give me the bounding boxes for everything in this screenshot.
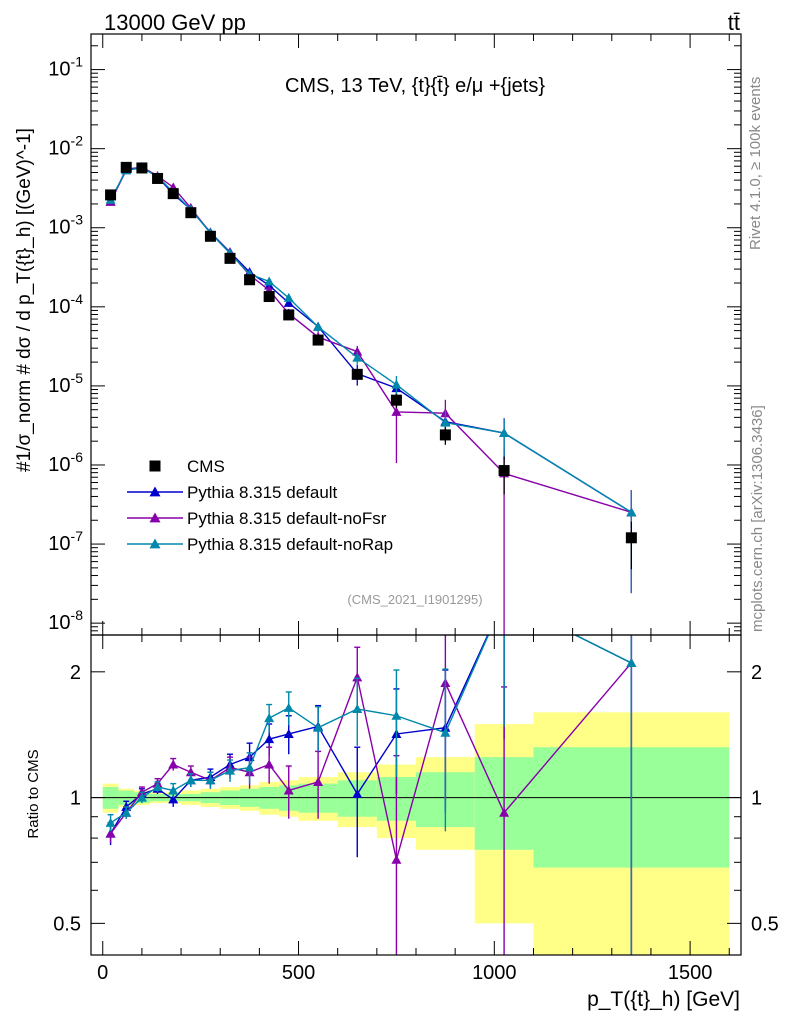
legend-label: CMS [187, 457, 225, 476]
ratio-point [283, 702, 294, 712]
legend-marker [149, 538, 161, 549]
main-point [283, 297, 294, 307]
legend-marker [149, 512, 161, 523]
ratio-point [168, 759, 179, 769]
ratio-point [626, 657, 637, 667]
ratio-tick-label-right: 0.5 [751, 913, 779, 935]
data-point [498, 465, 510, 477]
ratio-point [168, 794, 179, 804]
main-point [499, 428, 510, 438]
data-point [312, 334, 324, 346]
chart-title: CMS, 13 TeV, {t}{t̄} e/μ +{jets} [285, 75, 545, 97]
data-point [244, 274, 256, 286]
main-point [352, 346, 363, 356]
y-tick-label: 10-2 [48, 133, 83, 160]
ratio-tick-label: 2 [70, 662, 81, 684]
ratio-point [105, 828, 116, 838]
ratio-tick-label: 0.5 [53, 913, 81, 935]
axes: 10-8 10-7 10-6 10-5 10-4 10-3 10-2 10-1 0.5 0.5 1 1… [48, 33, 779, 984]
ratio-point [499, 807, 510, 817]
main-point [391, 406, 402, 416]
data-point [167, 188, 179, 200]
x-axis-label: p_T({t}_h) [GeV] [587, 988, 740, 1011]
legend-label: Pythia 8.315 default-noRap [187, 535, 393, 554]
ratio-tick-label-right: 1 [751, 788, 762, 810]
data-point [136, 162, 148, 174]
y-tick-label: 10-5 [48, 370, 83, 397]
mcplots-reference: mcplots.cern.ch [arXiv:1306.3436] [749, 405, 766, 632]
ratio-tick-label: 1 [70, 788, 81, 810]
data-point [625, 532, 637, 544]
header-right: tt̄ [728, 10, 740, 35]
data-point [283, 309, 295, 321]
data-point [120, 161, 132, 173]
main-point [391, 379, 402, 389]
rivet-version: Rivet 4.1.0, ≥ 100k events [747, 77, 764, 250]
data-point [263, 291, 275, 303]
ratio-point [264, 734, 275, 744]
x-tick-label: 0 [97, 962, 108, 984]
ratio-axis-label: Ratio to CMS [25, 749, 42, 838]
ratio-point [264, 713, 275, 723]
y-tick-label: 10-7 [48, 528, 83, 555]
ratio-point [244, 762, 255, 772]
ratio-point [205, 775, 216, 785]
data-point [185, 207, 197, 219]
legend-label: Pythia 8.315 default-noFsr [187, 509, 387, 528]
main-point [440, 417, 451, 427]
ratio-point [121, 807, 132, 817]
ratio-point [391, 710, 402, 720]
legend-marker [149, 486, 161, 497]
legend-label: Pythia 8.315 default [187, 483, 338, 502]
legend-marker-data [149, 460, 161, 472]
ratio-panel-bands [91, 712, 741, 955]
data-point [390, 394, 402, 406]
main-point [264, 276, 275, 286]
main-point [352, 352, 363, 362]
ratio-point [352, 789, 363, 799]
ratio-point [185, 775, 196, 785]
data-point [351, 368, 363, 380]
ratio-point [152, 782, 163, 792]
y-tick-label: 10-1 [48, 54, 83, 81]
ratio-point [136, 792, 147, 802]
analysis-tag: (CMS_2021_I1901295) [347, 592, 482, 607]
header-left: 13000 GeV pp [104, 10, 246, 35]
ratio-point [391, 854, 402, 864]
main-point [626, 507, 637, 517]
ratio-point [440, 727, 451, 737]
y-tick-label: 10-4 [48, 291, 83, 318]
ratio-panel-series [105, 635, 637, 955]
data-point [439, 429, 451, 441]
ratio-point [283, 785, 294, 795]
main-point [283, 292, 294, 302]
ratio-point [313, 776, 324, 786]
ratio-point [168, 785, 179, 795]
y-tick-label: 10-8 [48, 607, 83, 634]
x-tick-label: 500 [282, 962, 315, 984]
ratio-point [225, 765, 236, 775]
ratio-tick-label-right: 2 [751, 662, 762, 684]
main-panel-series [105, 161, 637, 635]
ratio-point [105, 817, 116, 827]
ratio-point [352, 703, 363, 713]
legend: CMS Pythia 8.315 default Pythia 8.315 defa… [127, 457, 393, 554]
ratio-point [264, 759, 275, 769]
data-point [204, 230, 216, 242]
main-point [313, 321, 324, 331]
ratio-point [283, 728, 294, 738]
ratio-point [313, 722, 324, 732]
data-point [224, 252, 236, 264]
ratio-point [352, 672, 363, 682]
y-tick-label: 10-6 [48, 449, 83, 476]
y-tick-label: 10-3 [48, 212, 83, 239]
data-point [105, 189, 117, 201]
x-tick-label: 1500 [668, 962, 713, 984]
x-tick-label: 1000 [472, 962, 517, 984]
y-axis-label: #1/σ_norm # dσ / d p_T({t}_h) [(GeV)^-1] [14, 128, 35, 472]
data-point [152, 172, 164, 184]
